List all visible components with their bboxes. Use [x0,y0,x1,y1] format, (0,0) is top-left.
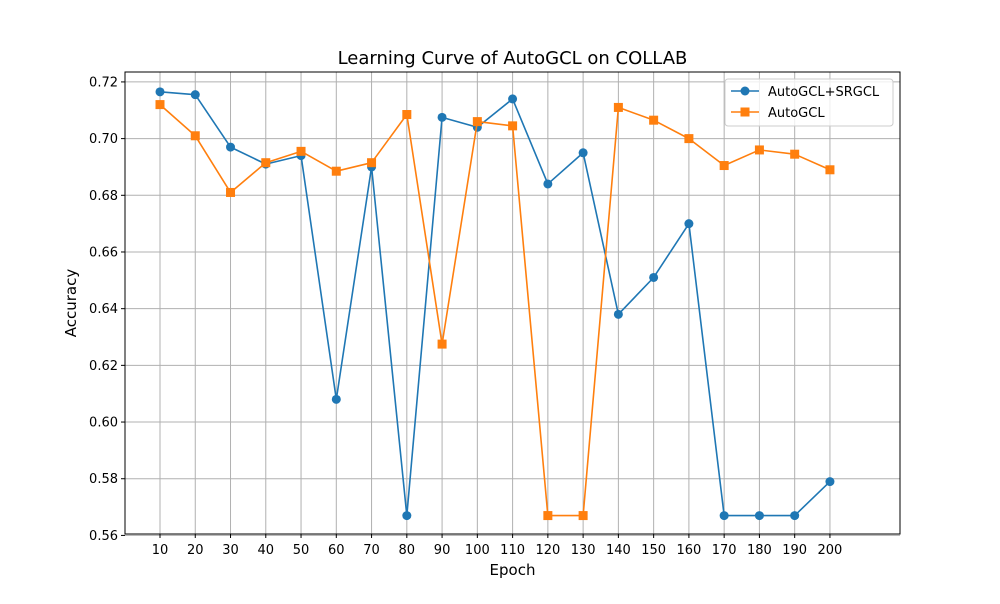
x-tick-label: 170 [712,543,737,558]
x-tick-label: 160 [676,543,701,558]
data-point-autogcl [190,131,200,141]
data-point-autogcl [155,100,165,110]
data-point-autogcl-srgcl [155,87,165,97]
series-line-autogcl [159,103,831,517]
data-point-autogcl-srgcl [226,142,236,152]
y-tick-label: 0.64 [89,302,118,317]
y-tick-label: 0.68 [89,189,118,204]
x-tick-label: 50 [293,543,310,558]
data-point-autogcl [508,121,518,131]
y-tick-label: 0.72 [89,75,118,90]
data-point-autogcl [649,115,659,125]
y-tick-label: 0.62 [89,359,118,374]
data-point-autogcl-srgcl [790,511,800,521]
x-tick-label: 100 [465,543,490,558]
x-tick-label: 120 [535,543,560,558]
x-tick-label: 130 [571,543,596,558]
data-point-autogcl [402,110,412,120]
x-tick-label: 110 [500,543,525,558]
data-point-autogcl-srgcl [402,511,412,521]
data-point-autogcl [825,165,835,175]
chart-title: Learning Curve of AutoGCL on COLLAB [338,48,688,69]
x-tick-label: 10 [152,543,169,558]
legend-label-autogcl-srgcl: AutoGCL+SRGCL [768,85,880,100]
data-point-autogcl-srgcl [649,272,659,282]
y-tick-label: 0.60 [89,416,118,431]
y-tick-label: 0.70 [89,132,118,147]
data-point-autogcl-srgcl [543,179,553,189]
data-point-autogcl [719,161,729,171]
y-axis-label: Accuracy [62,269,80,338]
series-line-autogcl-srgcl [159,91,831,517]
data-point-autogcl [367,158,377,168]
x-tick-label: 190 [782,543,807,558]
x-tick-label: 60 [328,543,345,558]
data-point-autogcl [226,187,236,197]
x-tick-label: 180 [747,543,772,558]
data-point-autogcl [472,117,482,127]
data-point-autogcl [790,149,800,159]
y-tick-label: 0.56 [89,529,118,544]
series-layer [155,87,835,521]
data-point-autogcl [543,511,553,521]
x-tick-label: 40 [258,543,275,558]
data-point-autogcl [331,166,341,176]
data-point-autogcl [684,134,694,144]
legend: AutoGCL+SRGCL AutoGCL [724,78,894,127]
legend-marker-autogcl [740,107,750,117]
data-point-autogcl [296,146,306,156]
legend-label-autogcl: AutoGCL [768,106,825,121]
y-tick-label: 0.66 [89,245,118,260]
x-tick-label: 140 [606,543,631,558]
data-point-autogcl-srgcl [719,511,729,521]
data-point-autogcl-srgcl [613,309,623,319]
x-tick-label: 200 [818,543,843,558]
data-point-autogcl-srgcl [331,394,341,404]
legend-marker-autogcl-srgcl [740,86,750,96]
y-tick-label: 0.58 [89,472,118,487]
legend-box [724,78,894,127]
x-axis-label: Epoch [490,561,536,579]
data-point-autogcl [613,102,623,112]
x-tick-label: 90 [434,543,451,558]
data-point-autogcl [261,158,271,168]
x-tick-label: 150 [641,543,666,558]
data-point-autogcl-srgcl [578,148,588,158]
data-point-autogcl [578,511,588,521]
tick-layer: 10 20 30 40 50 60 70 80 90 100 110 120 130 140 150 160 1… [89,75,842,558]
data-point-autogcl-srgcl [754,511,764,521]
data-point-autogcl-srgcl [190,90,200,100]
data-point-autogcl-srgcl [825,477,835,487]
data-point-autogcl-srgcl [684,219,694,229]
data-point-autogcl [754,145,764,155]
x-tick-label: 80 [399,543,416,558]
x-tick-label: 20 [187,543,204,558]
data-point-autogcl-srgcl [508,94,518,104]
x-tick-label: 70 [363,543,380,558]
data-point-autogcl [437,339,447,349]
x-tick-label: 30 [222,543,239,558]
data-point-autogcl-srgcl [437,112,447,122]
